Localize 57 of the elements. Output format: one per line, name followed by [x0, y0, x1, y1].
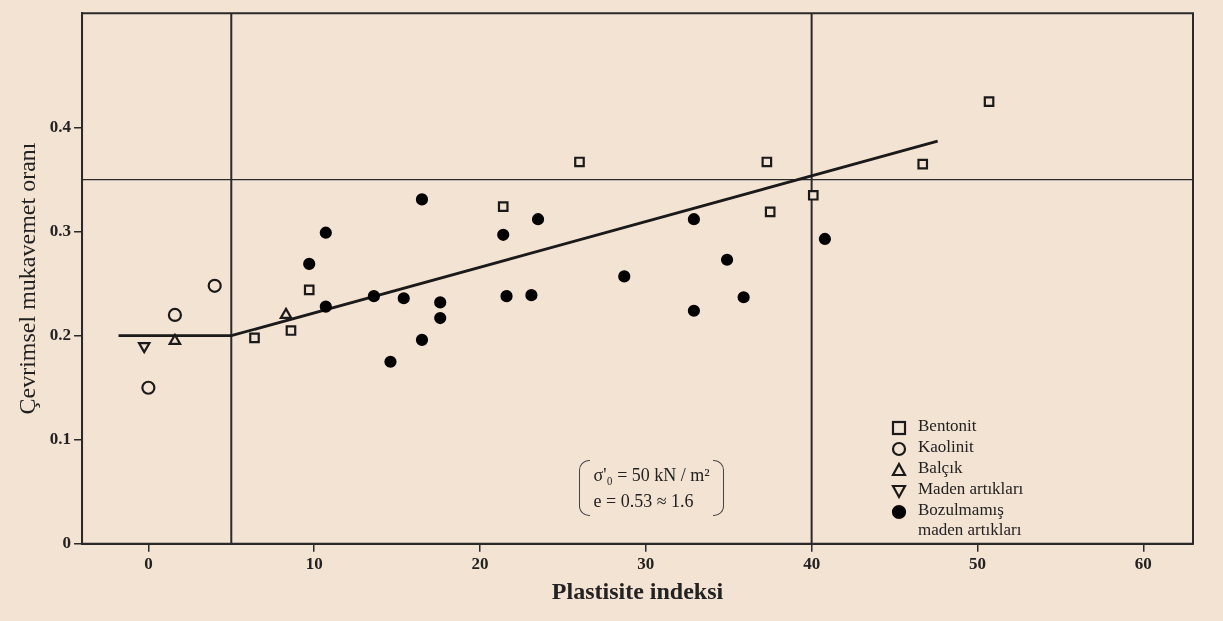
x-axis-title: Plastisite indeksi: [551, 577, 724, 604]
y-axis-title: Çevrimsel mukavemet oranı: [13, 142, 40, 415]
point: [434, 311, 447, 325]
x-tick-label: 40: [803, 554, 821, 574]
point: [367, 290, 380, 303]
x-tick-label: 60: [1134, 554, 1152, 574]
point: [384, 355, 397, 368]
point: [983, 96, 995, 107]
y-tick-label: 0.2: [49, 325, 72, 345]
point: [687, 304, 700, 317]
point: [303, 284, 315, 296]
point: [761, 156, 773, 168]
point: [497, 201, 509, 213]
x-tick-label: 0: [144, 554, 153, 574]
point: [434, 296, 447, 309]
legend-label: Maden artıkları: [918, 478, 1024, 499]
point: [207, 278, 222, 293]
x-tick-label: 10: [305, 554, 323, 574]
y-tick-label: 0.1: [49, 429, 72, 449]
point: [500, 290, 513, 303]
point: [415, 333, 429, 346]
point: [141, 380, 156, 395]
point: [279, 307, 293, 320]
point: [807, 189, 819, 201]
point: [737, 291, 750, 304]
point: [525, 289, 538, 302]
point: [497, 228, 510, 241]
point: [574, 156, 585, 168]
point: [687, 213, 700, 226]
point: [303, 257, 316, 271]
point: [720, 253, 734, 266]
legend-label: Kaolinit: [918, 436, 974, 457]
point: [167, 307, 183, 323]
x-tick-label: 50: [968, 554, 986, 574]
legend-label: Balçık: [918, 457, 963, 478]
point: [285, 325, 297, 336]
annotation: e = 0.53 ≈ 1.6: [593, 489, 695, 513]
point: [319, 226, 332, 239]
point: [764, 206, 776, 218]
point: [917, 158, 929, 170]
y-tick-label: 0: [62, 533, 72, 553]
annotation: σ'₀ = 50 kN / m²: [593, 463, 710, 487]
point: [249, 332, 260, 344]
legend-label: Bentonit: [918, 415, 977, 436]
y-tick-label: 0.4: [49, 117, 72, 137]
point: [618, 270, 631, 283]
point: [137, 342, 151, 354]
point: [168, 333, 182, 346]
y-tick-label: 0.3: [49, 221, 72, 241]
legend-label: Bozulmamış maden artıkları: [918, 499, 1023, 540]
point: [397, 292, 410, 305]
x-tick-label: 30: [637, 554, 655, 574]
point: [415, 193, 429, 206]
point: [319, 300, 332, 313]
point: [531, 213, 545, 226]
x-tick-label: 20: [471, 554, 489, 574]
point: [818, 232, 831, 246]
